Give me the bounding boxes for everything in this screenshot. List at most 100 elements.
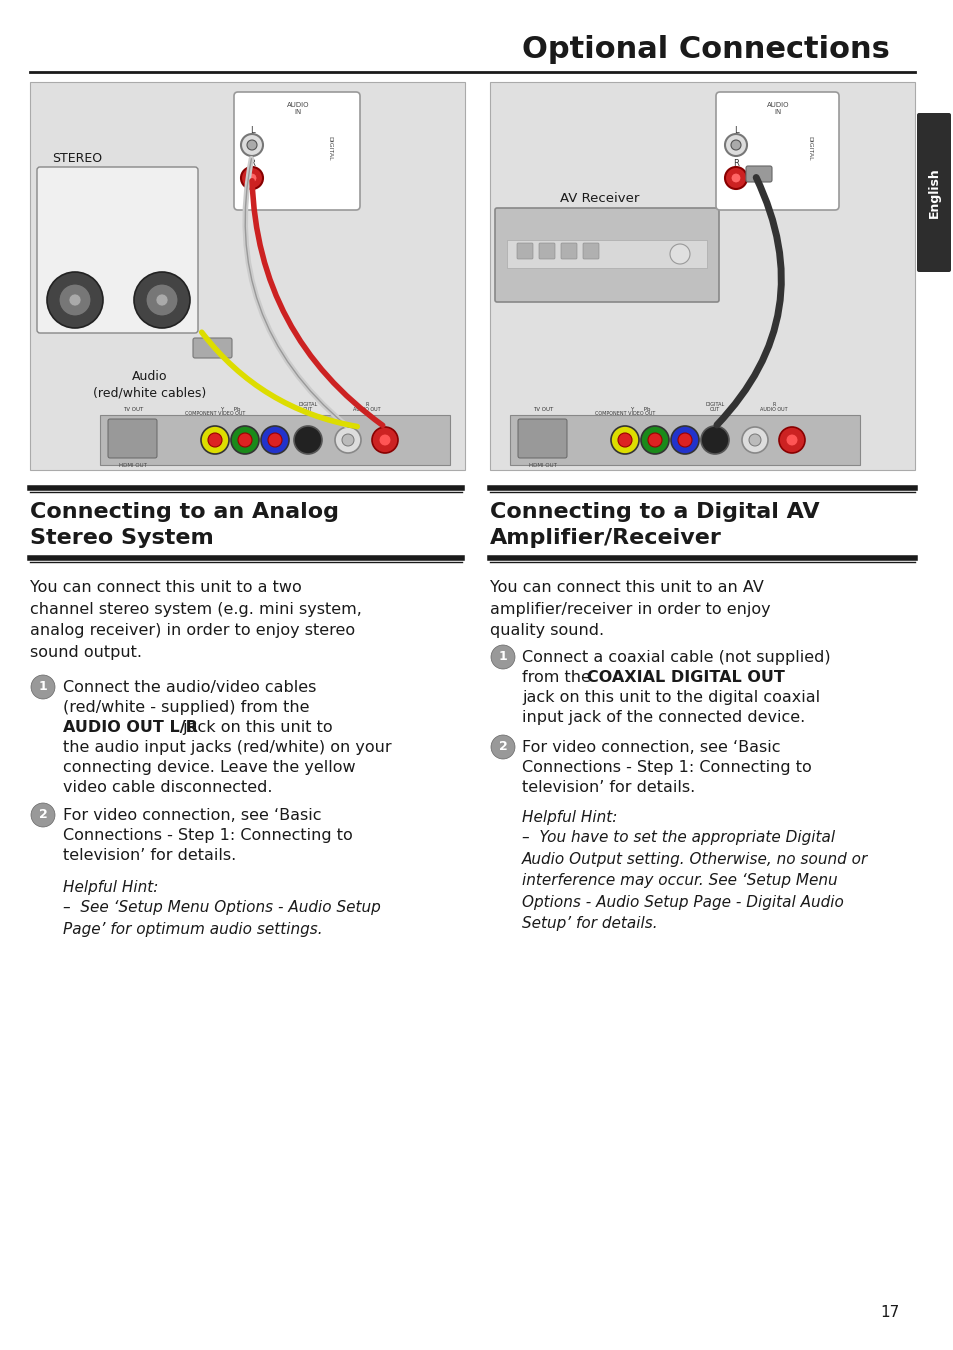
Text: –  See ‘Setup Menu Options - Audio Setup
Page’ for optimum audio settings.: – See ‘Setup Menu Options - Audio Setup … [63, 900, 380, 937]
Text: Connect a coaxial cable (not supplied): Connect a coaxial cable (not supplied) [521, 649, 830, 666]
FancyBboxPatch shape [745, 166, 771, 182]
FancyBboxPatch shape [716, 92, 838, 211]
Circle shape [201, 427, 229, 454]
Text: jack on this unit to the digital coaxial: jack on this unit to the digital coaxial [521, 690, 820, 705]
Text: DIGITAL
OUT: DIGITAL OUT [704, 401, 724, 412]
Text: You can connect this unit to an AV
amplifier/receiver in order to enjoy
quality : You can connect this unit to an AV ampli… [490, 580, 770, 639]
FancyBboxPatch shape [193, 338, 232, 358]
Circle shape [146, 284, 178, 316]
Bar [506, 240, 706, 269]
Bar [490, 82, 914, 470]
Circle shape [669, 244, 689, 265]
FancyBboxPatch shape [108, 418, 157, 458]
Text: from the: from the [521, 670, 596, 684]
Circle shape [724, 167, 746, 189]
Text: English: English [926, 167, 940, 219]
Circle shape [618, 433, 631, 447]
Circle shape [247, 173, 256, 184]
Circle shape [730, 173, 740, 184]
Text: Y      Pb: Y Pb [219, 406, 240, 412]
Circle shape [640, 427, 668, 454]
Text: R
AUDIO OUT: R AUDIO OUT [760, 401, 787, 412]
Text: Optional Connections: Optional Connections [521, 35, 889, 63]
Text: L: L [733, 126, 738, 135]
Circle shape [724, 134, 746, 157]
Text: Helpful Hint:: Helpful Hint: [63, 880, 158, 895]
Text: HDMI OUT: HDMI OUT [529, 463, 557, 468]
Text: COMPONENT VIDEO OUT: COMPONENT VIDEO OUT [594, 410, 655, 416]
FancyBboxPatch shape [538, 243, 555, 259]
Text: Connecting to an Analog
Stereo System: Connecting to an Analog Stereo System [30, 502, 338, 548]
Circle shape [268, 433, 282, 447]
Text: the audio input jacks (red/white) on your: the audio input jacks (red/white) on you… [63, 740, 392, 755]
Circle shape [261, 427, 289, 454]
Text: DIGITAL: DIGITAL [327, 136, 333, 161]
Text: COMPONENT VIDEO OUT: COMPONENT VIDEO OUT [185, 410, 245, 416]
Circle shape [335, 427, 360, 454]
Circle shape [247, 140, 256, 150]
Text: jack on this unit to: jack on this unit to [178, 720, 333, 734]
Text: Helpful Hint:: Helpful Hint: [521, 810, 617, 825]
Text: COAXIAL DIGITAL OUT: COAXIAL DIGITAL OUT [586, 670, 784, 684]
Text: connecting device. Leave the yellow: connecting device. Leave the yellow [63, 760, 355, 775]
Text: For video connection, see ‘Basic: For video connection, see ‘Basic [63, 809, 321, 824]
FancyBboxPatch shape [916, 113, 950, 271]
Circle shape [647, 433, 661, 447]
Text: 1: 1 [38, 680, 48, 694]
Circle shape [59, 284, 91, 316]
Circle shape [241, 134, 263, 157]
Circle shape [378, 433, 391, 446]
Text: You can connect this unit to a two
channel stereo system (e.g. mini system,
anal: You can connect this unit to a two chann… [30, 580, 361, 660]
Text: DIGITAL
OUT: DIGITAL OUT [298, 401, 317, 412]
Text: R: R [249, 159, 254, 167]
Text: Connections - Step 1: Connecting to: Connections - Step 1: Connecting to [521, 760, 811, 775]
Circle shape [208, 433, 222, 447]
Text: AUDIO
IN: AUDIO IN [287, 103, 309, 115]
Text: 2: 2 [38, 809, 48, 822]
Text: HDMI OUT: HDMI OUT [119, 463, 147, 468]
Text: DIGITAL: DIGITAL [806, 136, 812, 161]
Text: input jack of the connected device.: input jack of the connected device. [521, 710, 804, 725]
Text: AUDIO
IN: AUDIO IN [766, 103, 788, 115]
Text: (red/white - supplied) from the: (red/white - supplied) from the [63, 701, 309, 716]
Circle shape [30, 675, 55, 699]
Circle shape [294, 427, 322, 454]
Circle shape [69, 294, 81, 306]
Text: R: R [732, 159, 739, 167]
Text: Y      Pb: Y Pb [629, 406, 650, 412]
Circle shape [785, 433, 797, 446]
Circle shape [241, 167, 263, 189]
Bar [510, 414, 859, 464]
FancyBboxPatch shape [517, 418, 566, 458]
Text: television’ for details.: television’ for details. [63, 848, 236, 863]
FancyBboxPatch shape [560, 243, 577, 259]
Text: –  You have to set the appropriate Digital
Audio Output setting. Otherwise, no s: – You have to set the appropriate Digita… [521, 830, 867, 932]
Text: AUDIO OUT L/R: AUDIO OUT L/R [63, 720, 197, 734]
Text: L: L [250, 126, 254, 135]
Bar [100, 414, 450, 464]
Text: Connect the audio/video cables: Connect the audio/video cables [63, 680, 316, 695]
Text: R
AUDIO OUT: R AUDIO OUT [353, 401, 380, 412]
Circle shape [779, 427, 804, 454]
Text: TV OUT: TV OUT [123, 406, 143, 412]
Text: Audio
(red/white cables): Audio (red/white cables) [93, 370, 207, 400]
Circle shape [156, 294, 168, 306]
FancyBboxPatch shape [233, 92, 359, 211]
FancyBboxPatch shape [37, 167, 198, 333]
FancyBboxPatch shape [517, 243, 533, 259]
Circle shape [741, 427, 767, 454]
Text: television’ for details.: television’ for details. [521, 780, 695, 795]
Text: STEREO: STEREO [52, 153, 102, 165]
Circle shape [748, 433, 760, 446]
Text: Connections - Step 1: Connecting to: Connections - Step 1: Connecting to [63, 828, 353, 842]
Text: AV Receiver: AV Receiver [559, 192, 639, 205]
Text: 17: 17 [880, 1305, 899, 1320]
Circle shape [730, 140, 740, 150]
Circle shape [231, 427, 258, 454]
Text: Connecting to a Digital AV
Amplifier/Receiver: Connecting to a Digital AV Amplifier/Rec… [490, 502, 819, 548]
Circle shape [30, 803, 55, 828]
Text: 2: 2 [498, 741, 507, 753]
Circle shape [670, 427, 699, 454]
FancyBboxPatch shape [582, 243, 598, 259]
Circle shape [47, 271, 103, 328]
